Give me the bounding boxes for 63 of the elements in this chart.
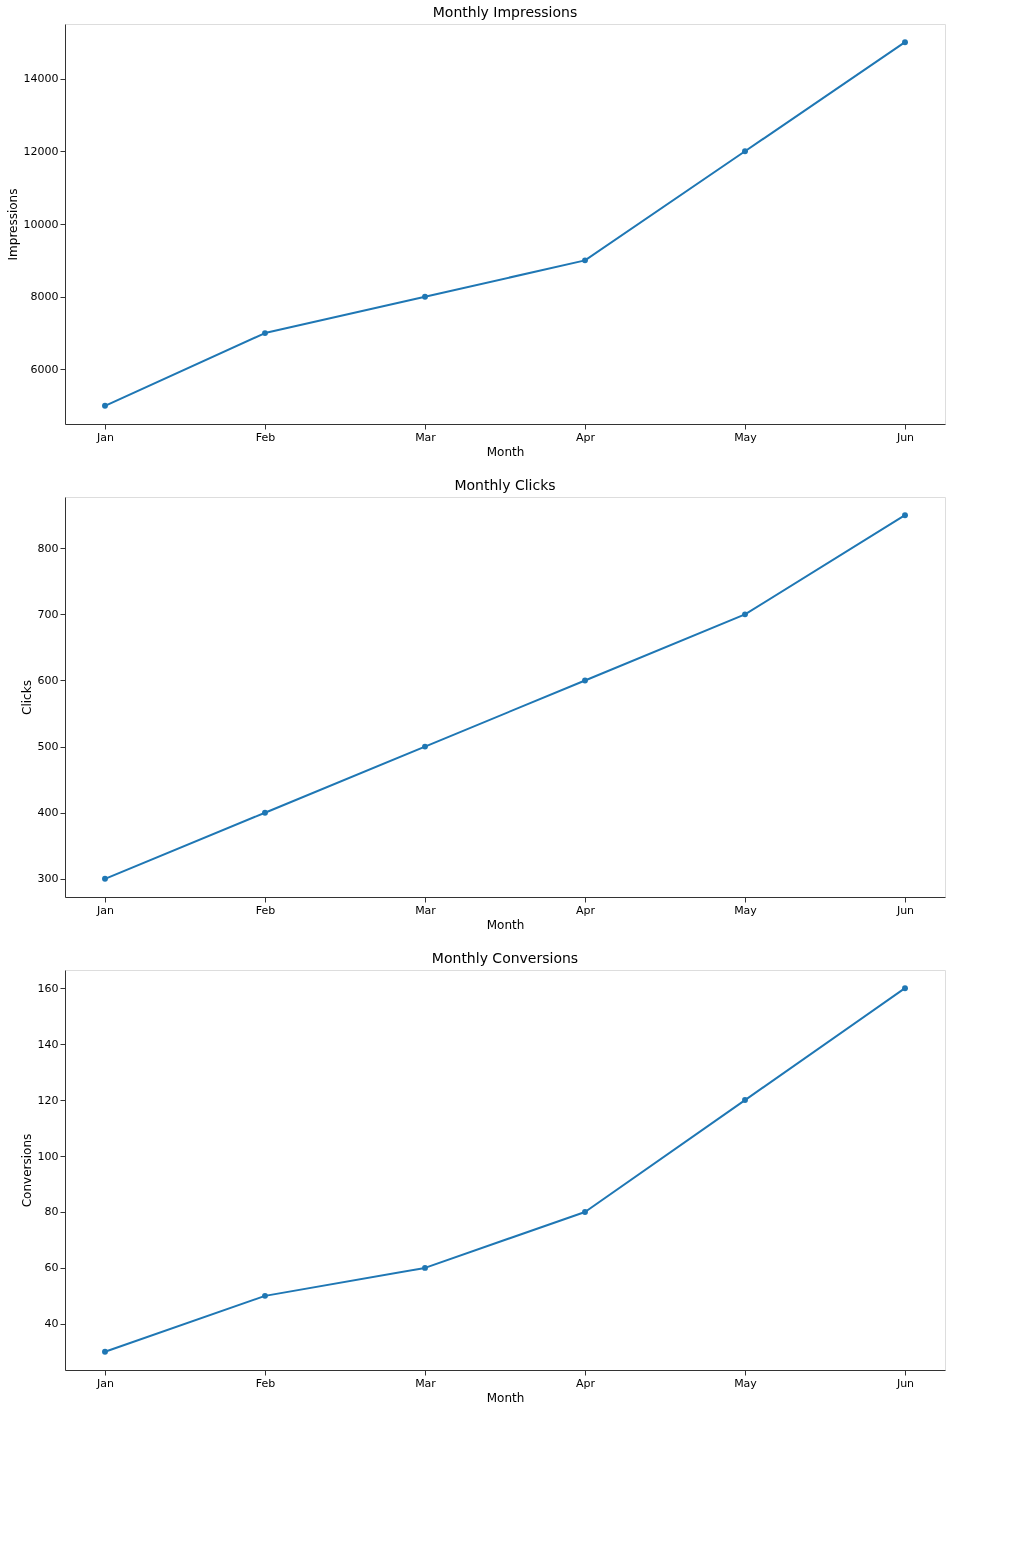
point bbox=[902, 985, 908, 992]
point bbox=[422, 743, 428, 750]
x-axis-title: Month bbox=[486, 444, 525, 459]
point bbox=[742, 1097, 748, 1104]
y-tick-label: 140 bbox=[37, 1037, 59, 1051]
x-tick-label: May bbox=[734, 430, 758, 444]
x-tick-label: Mar bbox=[415, 903, 437, 917]
point bbox=[902, 39, 908, 46]
y-tick-label: 60 bbox=[44, 1261, 59, 1275]
y-tick-label: 400 bbox=[37, 806, 59, 820]
y-tick-label: 100 bbox=[37, 1149, 59, 1163]
y-axis-title: Clicks bbox=[19, 680, 34, 715]
x-axis-title: Month bbox=[486, 917, 525, 932]
point bbox=[262, 1292, 268, 1299]
point bbox=[262, 809, 268, 816]
x-tick-label: Mar bbox=[415, 1376, 437, 1390]
point bbox=[742, 148, 748, 155]
y-tick-label: 8000 bbox=[30, 290, 59, 304]
y-tick-label: 6000 bbox=[30, 362, 59, 376]
y-tick-label: 500 bbox=[37, 740, 59, 754]
point bbox=[902, 512, 908, 519]
y-tick-label: 160 bbox=[37, 981, 59, 995]
point bbox=[102, 402, 108, 409]
y-tick-label: 800 bbox=[37, 541, 59, 555]
x-tick-label: Apr bbox=[575, 1376, 596, 1390]
y-tick-label: 300 bbox=[37, 872, 59, 886]
y-tick-label: 40 bbox=[44, 1317, 59, 1331]
x-tick-label: Feb bbox=[255, 1376, 276, 1390]
y-tick-label: 12000 bbox=[23, 144, 59, 158]
x-tick-label: Jan bbox=[96, 903, 114, 917]
y-tick-label: 14000 bbox=[23, 72, 59, 86]
point bbox=[102, 1348, 108, 1355]
point bbox=[422, 1264, 428, 1271]
y-tick-label: 10000 bbox=[23, 217, 59, 231]
x-tick-label: Apr bbox=[575, 903, 596, 917]
y-tick-label: 120 bbox=[37, 1093, 59, 1107]
chart-title: Monthly Clicks bbox=[454, 477, 556, 493]
x-tick-label: Jan bbox=[96, 430, 114, 444]
x-tick-label: Feb bbox=[255, 430, 276, 444]
x-tick-label: Apr bbox=[575, 430, 596, 444]
x-tick-label: Feb bbox=[255, 903, 276, 917]
y-tick-label: 600 bbox=[37, 673, 59, 687]
x-tick-label: Jan bbox=[96, 1376, 114, 1390]
x-tick-label: Jun bbox=[895, 1376, 915, 1390]
y-tick-label: 80 bbox=[44, 1205, 59, 1219]
chart-title: Monthly Conversions bbox=[431, 950, 579, 966]
y-axis-title: Conversions bbox=[19, 1133, 34, 1208]
x-tick-label: May bbox=[734, 1376, 758, 1390]
point bbox=[582, 677, 588, 684]
x-tick-label: Jun bbox=[895, 430, 915, 444]
x-axis-title: Month bbox=[486, 1390, 525, 1405]
x-tick-label: Jun bbox=[895, 903, 915, 917]
x-tick-label: Mar bbox=[415, 430, 437, 444]
y-tick-label: 700 bbox=[37, 607, 59, 621]
point bbox=[582, 1209, 588, 1215]
point bbox=[582, 257, 588, 264]
x-tick-label: May bbox=[734, 903, 758, 917]
point bbox=[422, 293, 428, 300]
point bbox=[742, 611, 748, 618]
point bbox=[102, 875, 108, 882]
y-axis-title: Impressions bbox=[5, 188, 20, 261]
chart-title: Monthly Impressions bbox=[432, 4, 578, 20]
point bbox=[262, 330, 268, 337]
